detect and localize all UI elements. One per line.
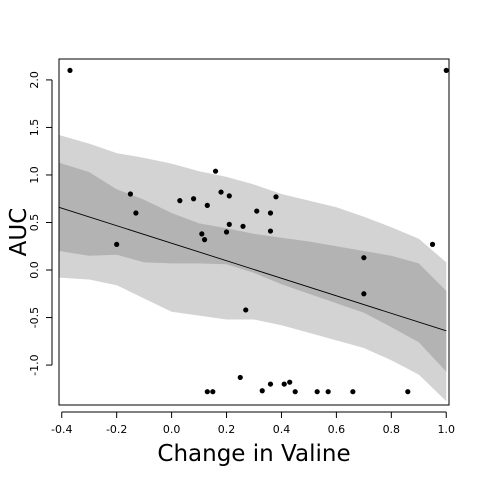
- x-tick-label: -0.4: [51, 423, 72, 436]
- x-tick-label: 0.0: [163, 423, 181, 436]
- x-axis: -0.4 -0.2 0.0 0.2 0.4 0.6 0.8 1.0: [51, 411, 456, 436]
- x-tick-label: -0.2: [106, 423, 127, 436]
- data-point: [281, 381, 287, 387]
- data-point: [114, 241, 120, 247]
- inner-confidence-band: [59, 162, 447, 372]
- data-point: [429, 241, 436, 247]
- x-tick-label: 0.2: [218, 423, 236, 436]
- data-point: [226, 193, 232, 199]
- y-tick-label: -1.0: [28, 354, 41, 375]
- y-tick-label: 1.0: [28, 166, 41, 184]
- data-point: [292, 389, 298, 395]
- regression-line: [58, 206, 447, 332]
- data-point: [267, 381, 274, 387]
- data-point: [204, 202, 210, 208]
- data-point: [443, 67, 449, 74]
- data-point: [361, 255, 367, 261]
- data-point: [210, 389, 216, 395]
- confidence-bands: [59, 135, 447, 402]
- data-point: [240, 223, 246, 229]
- fit-line-group: [58, 206, 447, 332]
- y-axis: -1.0 -0.5 0.0 0.5 1.0 1.5 2.0: [28, 71, 53, 376]
- data-point: [361, 291, 367, 297]
- data-point: [204, 389, 210, 395]
- data-point: [267, 210, 274, 216]
- y-tick-label: 0.5: [28, 214, 41, 232]
- data-point: [226, 221, 232, 227]
- data-point: [212, 168, 219, 174]
- data-point: [405, 389, 411, 395]
- x-tick-label: 0.4: [273, 423, 291, 436]
- data-point: [127, 191, 134, 197]
- data-point: [237, 374, 243, 381]
- y-tick-label: 1.5: [28, 119, 41, 137]
- x-tick-label: 1.0: [438, 423, 456, 436]
- data-points: [67, 67, 449, 395]
- data-point: [259, 388, 265, 394]
- data-point: [325, 389, 331, 395]
- data-point: [223, 229, 230, 235]
- y-tick-label: 2.0: [28, 71, 41, 89]
- y-tick-label: -0.5: [28, 307, 41, 328]
- data-point: [254, 208, 260, 214]
- x-tick-label: 0.8: [383, 423, 401, 436]
- plot-frame: [58, 58, 450, 406]
- y-tick-label: 0.0: [28, 261, 41, 279]
- data-point: [350, 389, 356, 395]
- data-point: [201, 237, 208, 243]
- data-point: [218, 189, 224, 195]
- data-point: [287, 379, 293, 385]
- data-point: [273, 194, 279, 200]
- data-point: [267, 228, 274, 234]
- data-point: [314, 389, 320, 395]
- y-axis-title: AUC: [6, 208, 32, 257]
- data-point: [177, 198, 183, 204]
- data-point: [133, 210, 139, 216]
- data-point: [190, 196, 197, 202]
- x-tick-label: 0.6: [328, 423, 346, 436]
- data-point: [67, 67, 73, 74]
- x-axis-title: Change in Valine: [157, 441, 350, 467]
- data-point: [199, 231, 205, 237]
- data-point: [243, 307, 249, 313]
